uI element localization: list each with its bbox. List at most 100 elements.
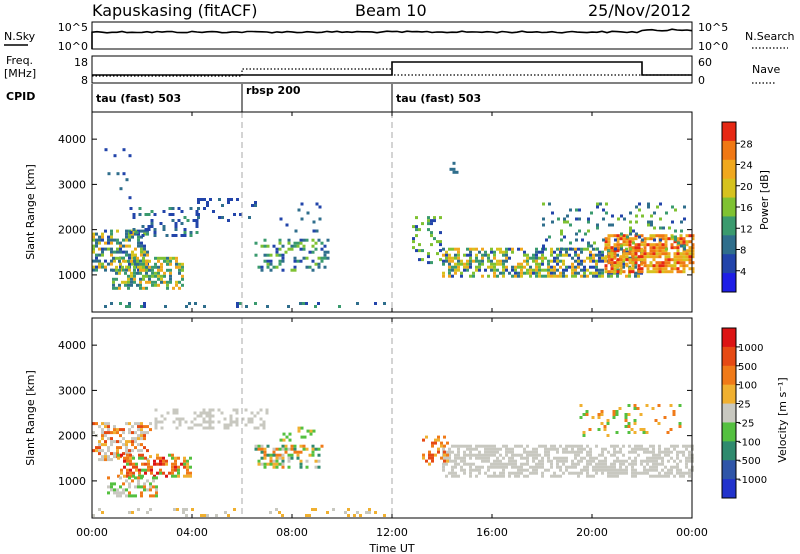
scatter-cell xyxy=(98,253,101,257)
scatter-cell xyxy=(101,250,104,254)
scatter-cell xyxy=(511,450,514,454)
scatter-cell xyxy=(457,453,460,457)
scatter-cell xyxy=(604,255,608,259)
scatter-cell xyxy=(281,259,285,263)
scatter-cell xyxy=(278,262,282,266)
scatter-cell xyxy=(502,474,505,478)
scatter-cell xyxy=(317,238,321,242)
scatter-cell xyxy=(159,471,162,475)
scatter-cell xyxy=(98,262,101,266)
scatter-cell xyxy=(672,413,676,416)
scatter-cell xyxy=(661,246,665,250)
scatter-cell xyxy=(469,444,472,448)
scatter-cell xyxy=(134,262,137,266)
scatter-cell xyxy=(502,468,505,472)
scatter-cell xyxy=(412,246,415,250)
scatter-cell xyxy=(625,237,629,241)
scatter-cell xyxy=(592,465,595,469)
scatter-cell xyxy=(613,261,617,265)
scatter-cell xyxy=(502,259,505,263)
scatter-cell xyxy=(130,280,133,284)
scatter-cell xyxy=(148,265,151,269)
scatter-cell xyxy=(613,270,617,274)
scatter-cell xyxy=(463,462,466,466)
scatter-cell xyxy=(631,459,634,463)
scatter-cell xyxy=(619,465,622,469)
scatter-cell xyxy=(452,161,456,165)
scatter-cell xyxy=(643,255,647,259)
scatter-cell xyxy=(676,249,680,253)
scatter-cell xyxy=(472,447,475,451)
scatter-cell xyxy=(229,423,233,427)
scatter-cell xyxy=(144,228,148,231)
scatter-cell xyxy=(293,444,297,448)
scatter-cell xyxy=(104,458,107,462)
scatter-cell xyxy=(129,231,133,234)
scatter-cell xyxy=(203,305,206,308)
scatter-cell xyxy=(499,262,502,266)
scatter-cell xyxy=(460,456,463,460)
scatter-cell xyxy=(415,234,418,238)
scatter-cell xyxy=(107,247,110,251)
scatter-cell xyxy=(257,447,261,451)
scatter-cell xyxy=(146,229,149,233)
nsearch-tick-low: 10^0 xyxy=(698,40,728,53)
scatter-cell xyxy=(667,237,671,241)
scatter-cell xyxy=(125,244,128,248)
scatter-cell xyxy=(685,243,689,247)
scatter-cell xyxy=(532,447,535,451)
scatter-cell xyxy=(212,210,215,213)
scatter-cell xyxy=(550,247,553,251)
scatter-cell xyxy=(550,274,553,278)
scatter-cell xyxy=(160,414,164,418)
scatter-cell xyxy=(505,450,508,454)
scatter-cell xyxy=(661,267,665,271)
scatter-cell xyxy=(637,264,641,268)
scatter-cell xyxy=(445,250,448,254)
scatter-cell xyxy=(282,432,286,436)
scatter-cell xyxy=(125,238,128,242)
scatter-cell xyxy=(140,305,143,308)
scatter-cell xyxy=(559,456,562,460)
scatter-cell xyxy=(541,462,544,466)
scatter-cell xyxy=(545,238,548,242)
scatter-cell xyxy=(146,488,149,492)
scatter-cell xyxy=(265,411,269,415)
scatter-cell xyxy=(445,474,448,478)
scatter-cell xyxy=(652,447,655,451)
scatter-cell xyxy=(622,270,626,274)
scatter-cell xyxy=(682,252,686,256)
scatter-cell xyxy=(664,252,668,256)
scatter-cell xyxy=(613,453,616,457)
scatter-cell xyxy=(562,471,565,475)
scatter-cell xyxy=(140,235,143,239)
sky-panel: N.Sky 10^5 10^0 10^5 10^0 N.Search xyxy=(4,21,795,53)
scatter-cell xyxy=(490,250,493,254)
scatter-cell xyxy=(134,437,137,441)
scatter-cell xyxy=(610,274,613,278)
scatter-cell xyxy=(263,465,267,469)
scatter-cell xyxy=(559,271,562,275)
cpid-segment-1: tau (fast) 503 xyxy=(96,92,181,105)
scatter-cell xyxy=(152,485,155,489)
scatter-cell xyxy=(142,286,145,290)
scatter-cell xyxy=(141,456,144,460)
scatter-cell xyxy=(577,247,580,251)
scatter-cell xyxy=(508,447,511,451)
scatter-cell xyxy=(308,514,311,517)
scatter-cell xyxy=(663,416,667,419)
scatter-cell xyxy=(658,471,661,475)
scatter-cell xyxy=(169,277,172,281)
scatter-cell xyxy=(162,459,165,463)
scatter-cell xyxy=(143,244,146,248)
scatter-cell xyxy=(624,425,628,428)
scatter-cell xyxy=(643,261,647,265)
scatter-cell xyxy=(311,238,315,242)
scatter-cell xyxy=(517,265,520,269)
scatter-cell xyxy=(520,456,523,460)
scatter-cell xyxy=(172,420,176,424)
scatter-cell xyxy=(679,459,682,463)
scatter-cell xyxy=(188,302,191,305)
scatter-cell xyxy=(628,243,632,247)
scatter-cell xyxy=(123,465,126,469)
